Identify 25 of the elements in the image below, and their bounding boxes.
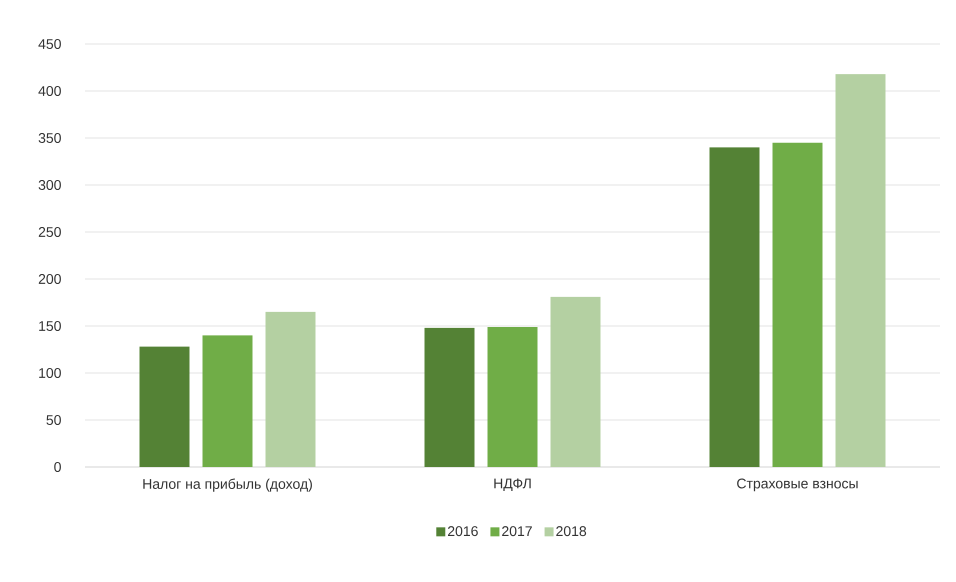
bar [202,335,253,467]
y-tick-label: 200 [38,274,61,284]
y-tick-label: 50 [46,415,61,425]
y-tick-label: 250 [38,227,61,237]
bar [710,147,760,467]
legend-label: 2018 [556,526,586,536]
legend-label: 2017 [502,526,532,536]
y-tick-label: 100 [39,368,61,378]
y-tick-label: 150 [39,321,61,331]
bar [266,312,316,467]
bar [424,328,474,467]
bar [140,346,190,467]
x-tick-label: Налог на прибыль (доход) [143,478,312,492]
x-tick-label: Страховые взносы [737,478,858,492]
y-tick-label: 400 [38,86,61,96]
y-tick-label: 0 [54,462,61,472]
bar [550,296,601,467]
y-tick-label: 350 [38,133,61,143]
y-tick-label: 450 [38,39,61,49]
bar [488,326,538,467]
y-tick-label: 300 [38,180,61,190]
bar [836,74,886,467]
legend-label: 2016 [448,526,478,536]
x-tick-label: НДФЛ [494,478,531,492]
bar [772,142,823,467]
